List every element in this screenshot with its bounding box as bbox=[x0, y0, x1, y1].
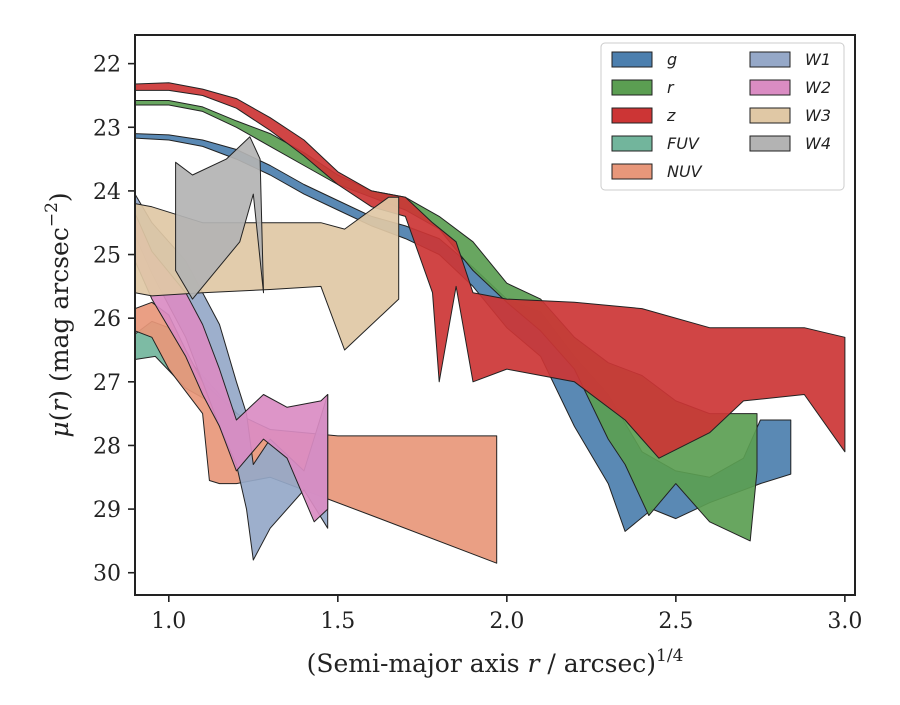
x-tick-label: 3.0 bbox=[827, 609, 862, 634]
legend-label-nuv: NUV bbox=[667, 162, 703, 181]
y-tick-label: 30 bbox=[93, 562, 121, 587]
y-tick-label: 27 bbox=[93, 371, 121, 396]
x-tick-label: 2.5 bbox=[658, 609, 693, 634]
x-axis-title: (Semi-major axis r / arcsec)1/4 bbox=[307, 646, 684, 678]
y-tick-label: 29 bbox=[93, 498, 121, 523]
legend-label-g: g bbox=[667, 50, 677, 69]
band-z bbox=[135, 82, 846, 459]
y-tick-label: 24 bbox=[93, 180, 121, 205]
y-tick-label: 23 bbox=[93, 116, 121, 141]
y-axis: 22 23 24 25 26 27 28 29 30 bbox=[93, 53, 135, 587]
legend-label-r: r bbox=[667, 78, 675, 97]
legend-swatch-w2 bbox=[749, 79, 791, 96]
legend-label-fuv: FUV bbox=[667, 134, 700, 153]
legend-swatch-w3 bbox=[749, 107, 791, 124]
legend-swatch-w1 bbox=[749, 51, 791, 68]
legend-swatch-nuv bbox=[611, 163, 653, 180]
y-tick-label: 26 bbox=[93, 307, 121, 332]
x-tick-label: 2.0 bbox=[489, 609, 524, 634]
legend-swatch-g bbox=[611, 51, 653, 68]
legend-swatch-w4 bbox=[749, 135, 791, 152]
legend-swatch-fuv bbox=[611, 135, 653, 152]
legend-label-w2: W2 bbox=[805, 78, 831, 97]
band-w4 bbox=[175, 136, 264, 300]
profile-bands bbox=[135, 82, 846, 564]
legend-label-w1: W1 bbox=[805, 50, 831, 69]
legend-label-w4: W4 bbox=[805, 134, 831, 153]
legend-label-w3: W3 bbox=[805, 106, 831, 125]
plot-frame bbox=[134, 34, 856, 596]
x-tick-label: 1.0 bbox=[151, 609, 186, 634]
legend: grz FUV NUV W1 W2 W3 W4 bbox=[600, 42, 845, 191]
x-axis: 1.0 1.5 2.0 2.5 3.0 bbox=[151, 595, 862, 634]
legend-label-z: z bbox=[666, 106, 676, 125]
x-tick-label: 1.5 bbox=[320, 609, 355, 634]
legend-swatch-r bbox=[611, 79, 653, 96]
y-tick-label: 28 bbox=[93, 434, 121, 459]
y-axis-title: μ(r) (mag arcsec−2) bbox=[42, 192, 74, 437]
y-tick-label: 25 bbox=[93, 244, 121, 269]
y-tick-label: 22 bbox=[93, 53, 121, 78]
legend-swatch-z bbox=[611, 107, 653, 124]
